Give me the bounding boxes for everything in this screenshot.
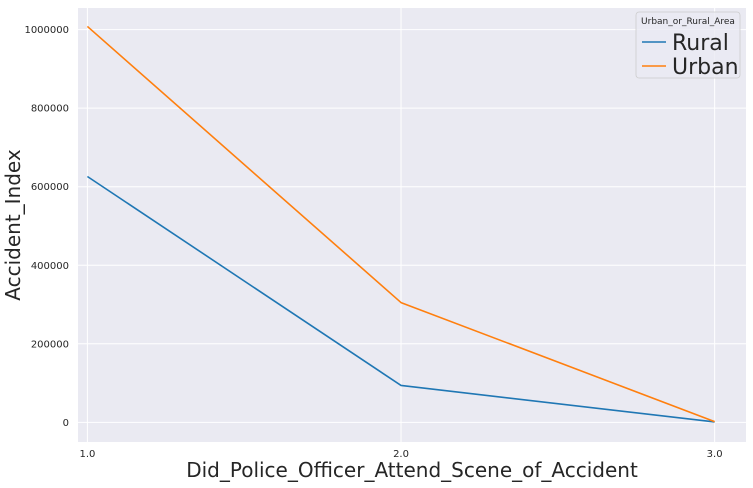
x-tick-label: 3.0: [707, 449, 723, 460]
legend-box: [635, 11, 741, 79]
grid-lines: [78, 8, 746, 442]
y-tick-label: 600000: [31, 182, 69, 193]
legend-title: Urban_or_Rural_Area: [641, 17, 735, 27]
x-tick-labels: 1.0 2.0 3.0: [79, 449, 722, 460]
y-axis-label: Accident_Index: [1, 149, 25, 301]
legend-label-rural: Rural: [672, 31, 729, 56]
plot-area: [78, 8, 746, 442]
y-tick-label: 0: [63, 418, 69, 429]
x-axis-label: Did_Police_Officer_Attend_Scene_of_Accid…: [186, 458, 638, 482]
legend-label-urban: Urban: [672, 55, 739, 80]
x-tick-label: 2.0: [393, 449, 409, 460]
y-tick-label: 200000: [31, 339, 69, 350]
y-tick-label: 1000000: [24, 25, 69, 36]
x-tick-label: 1.0: [79, 449, 95, 460]
series-line-rural: [86, 175, 715, 423]
y-tick-labels: 0 200000 400000 600000 800000 1000000: [24, 25, 69, 429]
y-tick-label: 400000: [31, 261, 69, 272]
series-line-urban: [86, 25, 715, 423]
y-tick-label: 800000: [31, 104, 69, 115]
series-lines: [86, 25, 715, 423]
